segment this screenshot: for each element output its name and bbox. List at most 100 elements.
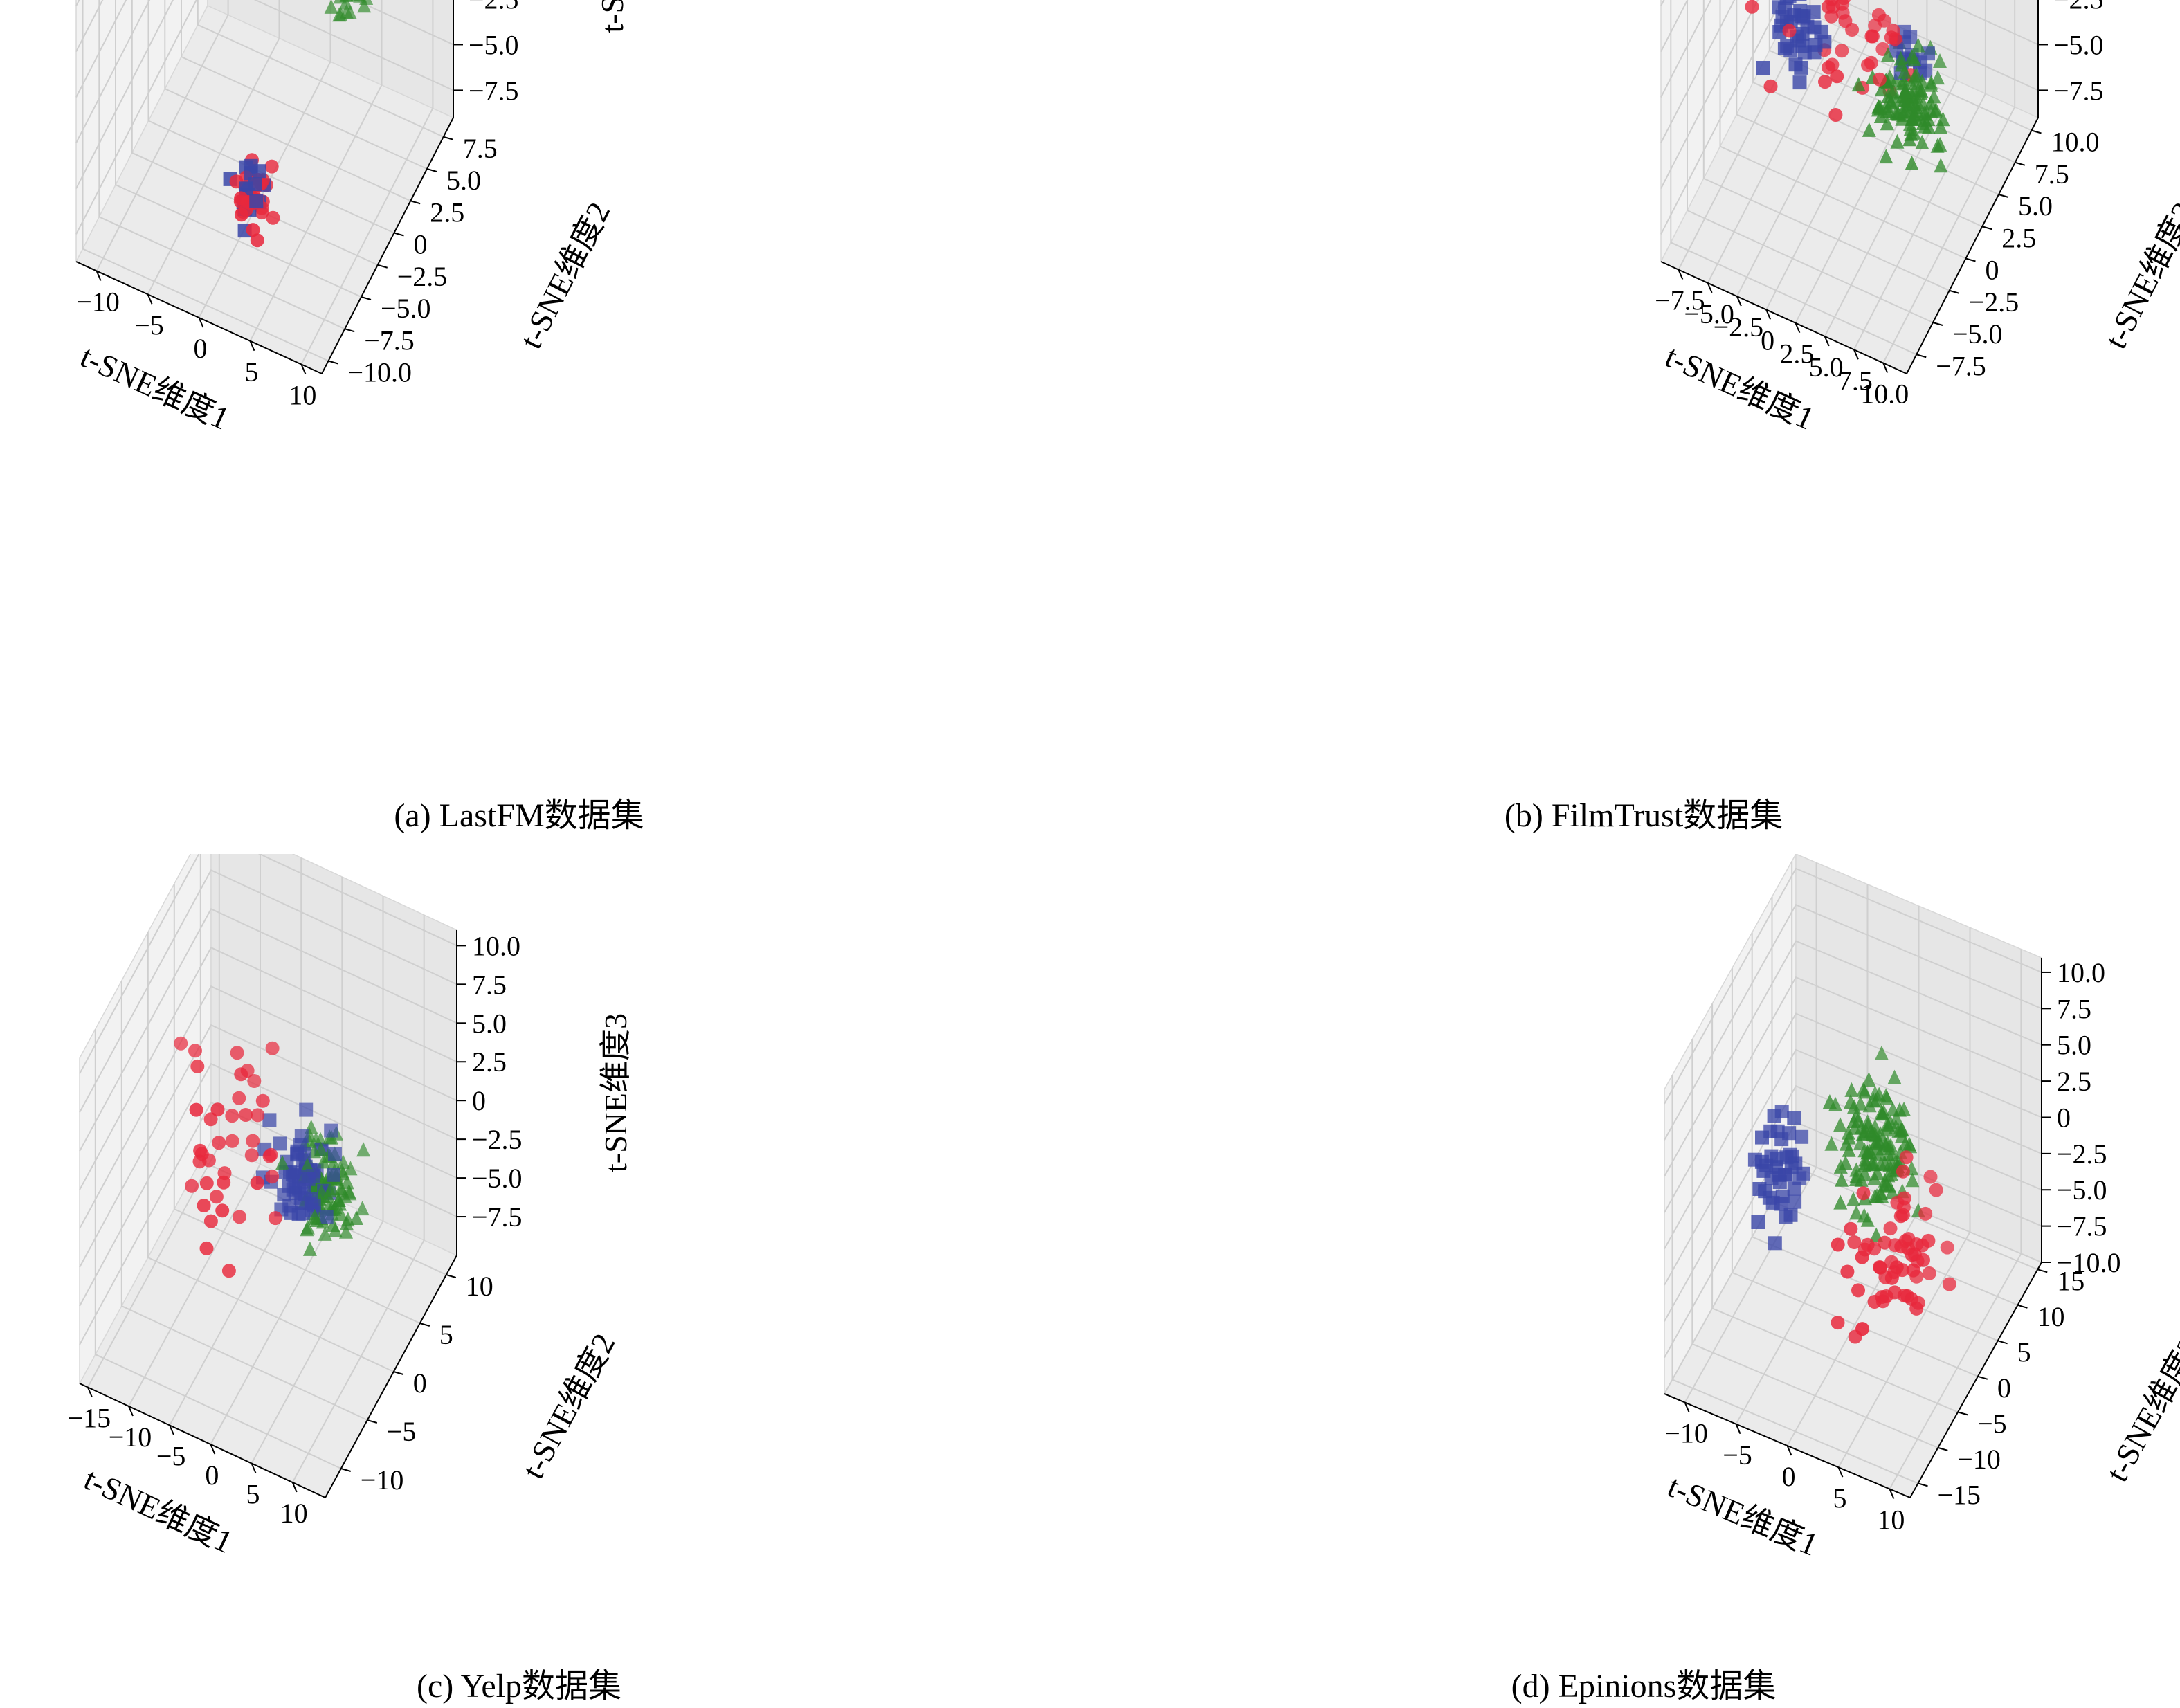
point-triangle [1893,51,1908,66]
point-triangle [327,1155,341,1170]
point-circle [1818,75,1832,89]
x-tick [291,1482,298,1493]
point-circle [266,210,280,225]
y-tick [361,296,372,300]
z-tick-label: 0 [2057,1102,2071,1133]
grid-z [75,0,151,143]
panel-epinions: −10 −5 0 5 10 −15 −10 −5 0 5 10 15 −10.0 −7.5 −5.0 −2.5… [1090,854,2180,1708]
point-circle [1916,1253,1930,1267]
x-tick [1735,1424,1741,1435]
point-triangle [1833,1159,1848,1174]
point-square [1777,42,1792,55]
x-tick-label: 10 [1877,1505,1905,1536]
z-axis-title: t-SNE维度3 [594,0,630,33]
point-triangle [1907,51,1922,66]
point-square [248,177,262,192]
x-tick-label: 7.5 [1838,365,1873,396]
point-triangle [1874,82,1889,97]
axis-lines [1660,0,2039,374]
scatter3d-filmtrust: −7.5−5.0−2.50 2.55.07.510.0−7.5−5.0−2.502… [1655,0,2180,437]
grid-x [128,854,261,1407]
tick-labels: −10−50510−15−10−5051015−10.0−7.5−5.0−2.5… [1664,957,2120,1536]
z-axis-title: t-SNE维度3 [598,1013,633,1172]
point-triangle [1882,1157,1896,1172]
point-circle [221,1264,236,1278]
grid-x [1707,0,1840,284]
point-circle [1822,60,1836,75]
point-triangle [1877,1178,1891,1193]
point-triangle [314,1141,328,1156]
y-tick-label: 0 [413,1368,427,1399]
y-tick [1981,226,1992,230]
z-tick-label: −2.5 [472,1124,523,1155]
point-triangle [1902,131,1917,147]
y-tick-label: −5 [1977,1408,2007,1439]
point-triangle [1885,1184,1899,1199]
y-tick [1965,257,1976,262]
grid-y [1719,0,1966,260]
grid-y [197,0,444,138]
y-tick [2037,1269,2048,1273]
point-triangle [1855,1119,1869,1134]
z-tick-label: −7.5 [472,1201,523,1233]
y-tick-label: −2.5 [1969,287,2019,318]
z-tick-label: −10.0 [2057,1247,2121,1278]
x-tick [1882,363,1889,373]
point-triangle [1844,1094,1857,1109]
point-triangle [1890,134,1905,149]
x-tick [87,1387,93,1397]
point-triangle [1862,1072,1876,1087]
point-circle [233,1210,246,1224]
point-triangle [1869,1141,1884,1156]
grid-z [1664,976,2042,1213]
y-tick-label: −10.0 [348,357,412,388]
point-circle [1763,79,1778,93]
point-triangle [331,1192,346,1207]
point-circle [247,1074,262,1088]
x-tick-label: 5 [246,1479,260,1510]
y-tick [367,1419,378,1424]
y-tick [1938,1446,1948,1451]
x-tick [1684,1402,1690,1412]
x-tick [251,1463,257,1473]
point-triangle [1893,1123,1908,1138]
point-square [1787,1181,1801,1196]
y-tick-label: −10 [1957,1444,2001,1475]
point-triangle [1883,1114,1898,1129]
grid-y [1670,0,1917,356]
point-circle [1942,1277,1956,1291]
x-tick [1824,336,1830,347]
grid-z [79,1024,457,1268]
point-square [1774,1197,1788,1211]
point-triangle [1894,57,1909,72]
point-circle [1871,8,1886,22]
point-square [273,1136,287,1151]
point-triangle [1842,1142,1856,1157]
y-axis-line [1909,1262,2042,1498]
point-circle [250,1176,264,1190]
point-circle [1847,1235,1862,1249]
point-square [284,1206,298,1220]
point-square [1795,1129,1809,1144]
point-circle [232,1091,246,1105]
point-circle [1864,55,1878,70]
z-tick-label: 5.0 [472,1008,507,1039]
point-circle [225,1109,239,1123]
grid-z [79,1101,457,1345]
point-circle [234,208,248,222]
y-tick-label: 7.5 [463,133,498,164]
point-triangle [349,1210,363,1225]
point-square [324,1123,338,1138]
grid-y [147,932,394,1372]
data-points [174,1036,371,1278]
point-triangle [336,1154,350,1170]
y-tick [446,1274,457,1278]
point-circle [1831,1237,1845,1252]
grid-y [115,0,362,298]
grid-y [1702,0,1950,291]
point-triangle [318,1226,332,1241]
point-circle [212,1136,226,1150]
grid-z [75,0,127,98]
point-square [1752,1182,1767,1196]
point-circle [244,1148,259,1163]
